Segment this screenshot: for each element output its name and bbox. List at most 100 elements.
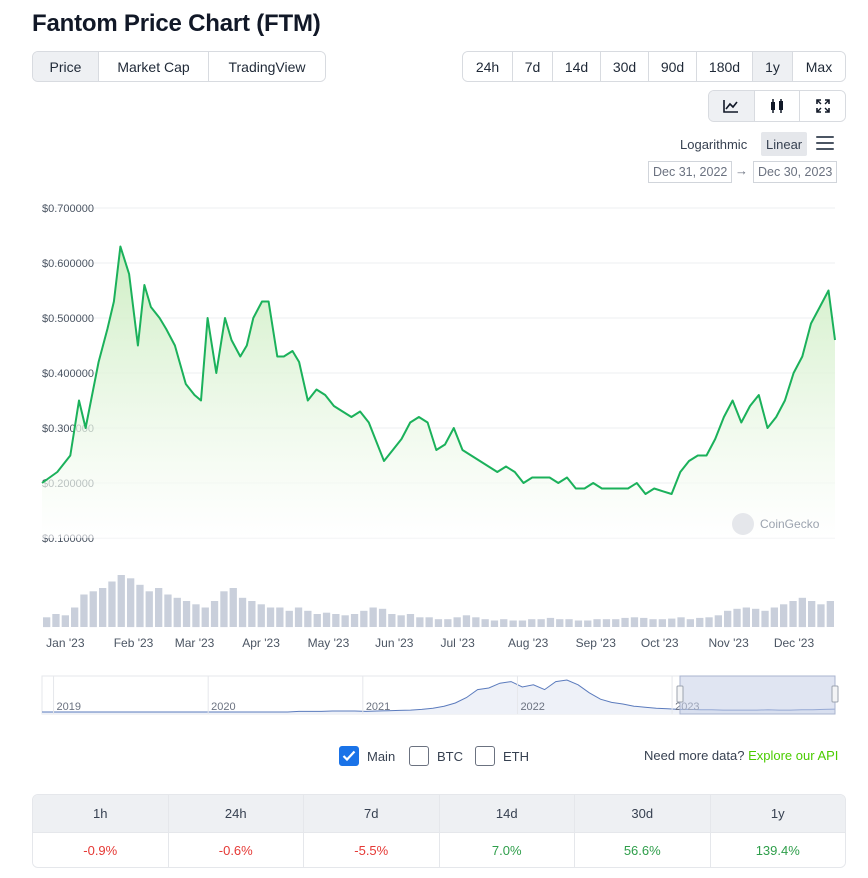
range-24h[interactable]: 24h [463,52,513,81]
volume-bar [127,578,135,628]
volume-bar [584,620,592,627]
y-tick-label: $0.500000 [42,313,94,325]
btc-checkbox[interactable] [409,746,429,766]
volume-bar [817,604,825,628]
navigator-year-label: 2022 [520,701,544,713]
tab-market-cap[interactable]: Market Cap [99,52,209,81]
x-tick-label: Jun '23 [375,636,414,650]
candlestick-button[interactable] [754,91,801,121]
volume-bar [276,607,284,627]
main-checkbox[interactable] [339,746,359,766]
fullscreen-button[interactable] [800,91,845,121]
x-tick-label: Sep '23 [576,636,617,650]
volume-bar [780,604,788,628]
navigator-selection [679,675,836,715]
logarithmic-scale-button[interactable]: Logarithmic [680,136,748,152]
x-tick-label: Dec '23 [774,636,815,650]
option-main[interactable]: Main [339,744,395,768]
volume-bar [210,601,219,627]
volume-bar [332,614,340,627]
percent-change-table: 1h 24h 7d 14d 30d 1y -0.9% -0.6% -5.5% 7… [32,794,846,868]
volume-bar [546,617,555,627]
watermark-text: CoinGecko [760,517,820,531]
volume-bar [229,588,237,627]
volume-bar [770,607,778,627]
volume-bar [509,620,517,627]
change-1y: 139.4% [755,843,800,858]
navigator-year-label: 2020 [211,701,235,713]
date-from-input[interactable]: Dec 31, 2022 [648,161,733,183]
time-range-selector: 24h 7d 14d 30d 90d 180d 1y Max [462,51,846,82]
volume-bar [677,617,685,628]
volume-bar [761,610,769,628]
range-1y[interactable]: 1y [753,52,793,81]
range-max[interactable]: Max [793,52,845,81]
navigator-handle-right [831,685,839,703]
volume-bar [733,608,741,627]
volume-bar [61,615,69,627]
volume-bar [528,619,536,627]
change-7d: -5.5% [304,833,440,867]
volume-bar [621,617,629,627]
volume-bar [444,619,452,627]
volume-bar [742,607,750,627]
volume-bar [500,619,508,627]
volume-bar [556,619,564,627]
volume-bar [565,619,573,627]
tab-tradingview[interactable]: TradingView [209,52,325,81]
volume-bar [182,601,191,627]
hamburger-menu-icon[interactable] [816,136,834,150]
range-7d[interactable]: 7d [513,52,553,81]
volume-bar [108,581,116,627]
change-24h: -0.6% [169,833,304,867]
volume-bar [360,610,368,628]
price-chart[interactable]: $0.700000$0.600000$0.500000$0.400000$0.3… [0,190,868,730]
range-180d[interactable]: 180d [697,52,753,81]
change-1h: -0.9% [33,833,169,867]
tab-price[interactable]: Price [33,52,99,81]
option-eth[interactable]: ETH [475,744,529,768]
range-30d[interactable]: 30d [601,52,649,81]
eth-checkbox[interactable] [475,746,495,766]
volume-bar [173,597,181,628]
y-tick-label: $0.600000 [42,258,94,270]
x-tick-label: Jan '23 [46,636,85,650]
percent-change-header-row: 1h 24h 7d 14d 30d 1y [33,795,845,832]
x-tick-label: Apr '23 [242,636,280,650]
volume-bar [658,619,666,627]
volume-bar [304,610,312,628]
option-btc-label: BTC [437,748,463,764]
volume-bar [630,617,639,628]
line-chart-button[interactable] [709,91,755,121]
volume-bar [52,614,60,627]
date-range-arrow: → [735,163,748,178]
more-data-text: Need more data? [644,748,745,763]
coingecko-watermark: CoinGecko [732,513,820,535]
volume-bar [145,591,153,628]
volume-bar [789,601,797,627]
volume-bar [99,588,107,627]
navigator-handle-left [676,685,684,703]
volume-bar [71,607,79,627]
x-tick-label: Mar '23 [175,636,215,650]
date-to-input[interactable]: Dec 30, 2023 [753,161,838,183]
line-chart-icon [723,100,739,113]
volume-bar [668,618,676,628]
volume-bar [649,619,657,627]
volume-bar [192,604,200,628]
navigator-year-label: 2021 [366,701,390,713]
page-title: Fantom Price Chart (FTM) [32,10,321,37]
explore-api-link[interactable]: Explore our API [748,748,839,763]
range-90d[interactable]: 90d [649,52,697,81]
option-btc[interactable]: BTC [409,744,463,768]
navigator-year-label: 2019 [57,701,81,713]
x-tick-label: Feb '23 [114,636,154,650]
header-30d: 30d [575,795,711,832]
volume-bar [537,619,545,627]
volume-bar [434,619,443,627]
range-14d[interactable]: 14d [553,52,601,81]
volume-bar [453,617,461,628]
more-data-prompt: Need more data? Explore our API [644,748,838,763]
volume-bar [798,597,806,628]
linear-scale-button[interactable]: Linear [761,132,808,156]
